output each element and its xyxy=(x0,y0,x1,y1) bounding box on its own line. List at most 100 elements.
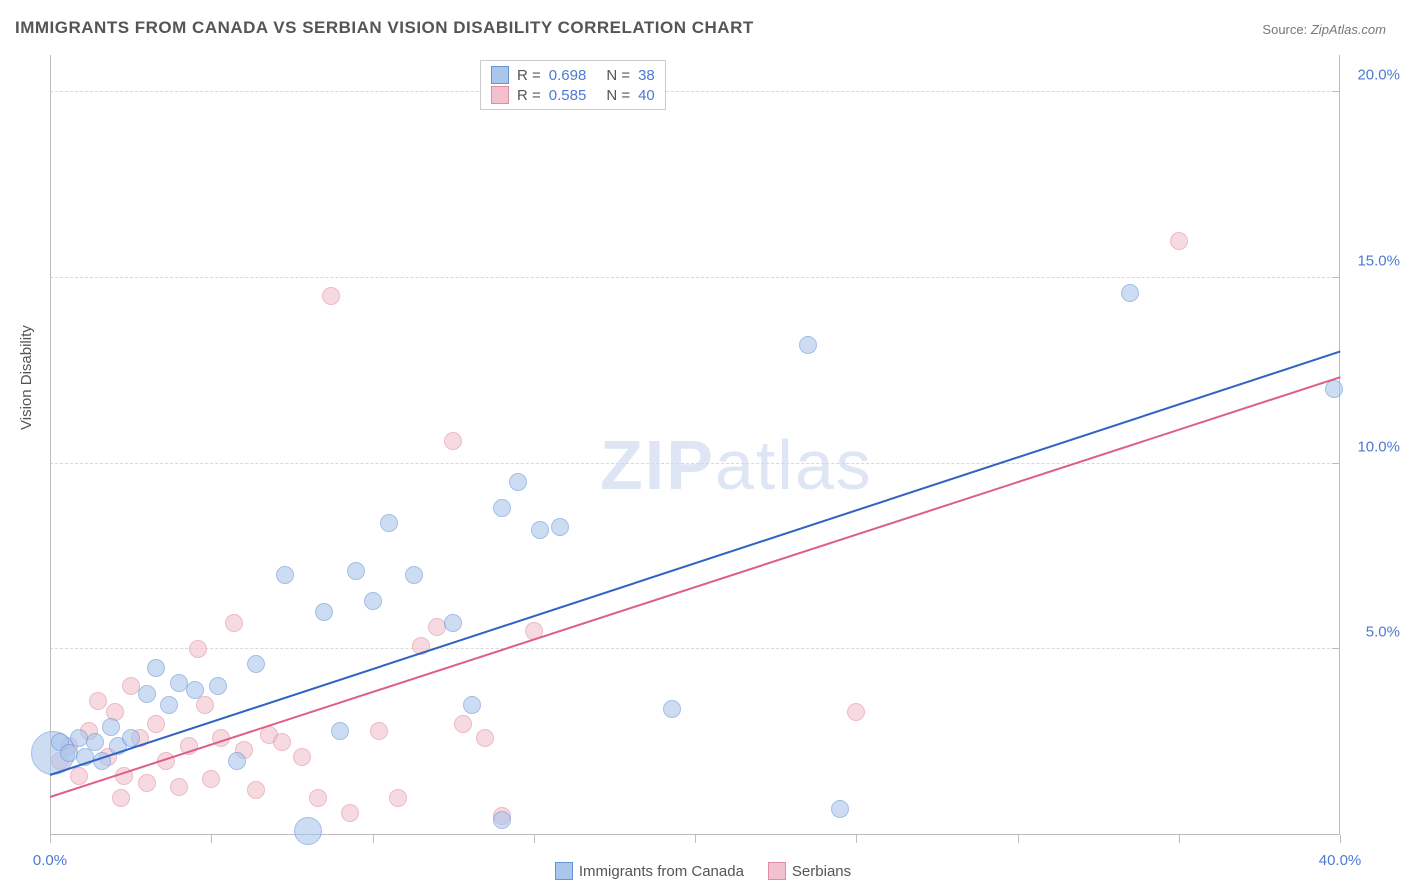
x-tick xyxy=(1179,835,1180,843)
trend-line xyxy=(50,350,1341,775)
data-point xyxy=(202,770,220,788)
data-point xyxy=(847,703,865,721)
legend-label: Serbians xyxy=(792,863,851,880)
data-point xyxy=(831,800,849,818)
legend-swatch xyxy=(768,862,786,880)
grid-line xyxy=(50,277,1340,278)
chart-title: IMMIGRANTS FROM CANADA VS SERBIAN VISION… xyxy=(15,18,754,38)
data-point xyxy=(531,521,549,539)
y-axis-label: Vision Disability xyxy=(18,325,35,430)
data-point xyxy=(370,722,388,740)
data-point xyxy=(186,681,204,699)
watermark: ZIPatlas xyxy=(600,425,873,505)
data-point xyxy=(322,287,340,305)
x-axis xyxy=(50,834,1340,835)
y-tick-label: 10.0% xyxy=(1357,438,1400,455)
data-point xyxy=(147,715,165,733)
data-point xyxy=(493,811,511,829)
data-point xyxy=(138,685,156,703)
legend-swatch xyxy=(555,862,573,880)
data-point xyxy=(663,700,681,718)
grid-line xyxy=(50,648,1340,649)
data-point xyxy=(463,696,481,714)
data-point xyxy=(799,336,817,354)
data-point xyxy=(89,692,107,710)
x-tick xyxy=(373,835,374,843)
data-point xyxy=(70,767,88,785)
y-tick-label: 20.0% xyxy=(1357,67,1400,84)
legend-r-label: R = xyxy=(517,67,541,84)
data-point xyxy=(247,781,265,799)
legend-n-value: 38 xyxy=(638,67,655,84)
legend-r-value: 0.698 xyxy=(549,67,587,84)
data-point xyxy=(315,603,333,621)
legend-n-value: 40 xyxy=(638,87,655,104)
x-tick xyxy=(534,835,535,843)
data-point xyxy=(476,729,494,747)
data-point xyxy=(341,804,359,822)
watermark-bold: ZIP xyxy=(600,426,715,504)
data-point xyxy=(273,733,291,751)
data-point xyxy=(247,655,265,673)
data-point xyxy=(102,718,120,736)
data-point xyxy=(1121,284,1139,302)
data-point xyxy=(509,473,527,491)
data-point xyxy=(551,518,569,536)
legend-n-label: N = xyxy=(606,67,630,84)
grid-line xyxy=(50,91,1340,92)
data-point xyxy=(86,733,104,751)
data-point xyxy=(331,722,349,740)
x-tick xyxy=(1340,835,1341,843)
data-point xyxy=(380,514,398,532)
legend-label: Immigrants from Canada xyxy=(579,863,744,880)
data-point xyxy=(138,774,156,792)
x-tick xyxy=(856,835,857,843)
correlation-legend: R = 0.698 N = 38 R = 0.585 N = 40 xyxy=(480,60,666,110)
source-attribution: Source: ZipAtlas.com xyxy=(1262,22,1386,37)
legend-n-label: N = xyxy=(606,87,630,104)
y-tick-label: 15.0% xyxy=(1357,252,1400,269)
data-point xyxy=(1170,232,1188,250)
data-point xyxy=(209,677,227,695)
data-point xyxy=(389,789,407,807)
legend-item: Serbians xyxy=(768,862,851,880)
data-point xyxy=(444,614,462,632)
legend-r-label: R = xyxy=(517,87,541,104)
data-point xyxy=(454,715,472,733)
data-point xyxy=(225,614,243,632)
data-point xyxy=(347,562,365,580)
data-point xyxy=(189,640,207,658)
grid-line xyxy=(50,463,1340,464)
watermark-light: atlas xyxy=(715,426,873,504)
plot-area: ZIPatlas 5.0%10.0%15.0%20.0%0.0%40.0% xyxy=(50,55,1340,835)
data-point xyxy=(276,566,294,584)
data-point xyxy=(405,566,423,584)
x-tick xyxy=(211,835,212,843)
legend-r-value: 0.585 xyxy=(549,87,587,104)
legend-row: R = 0.698 N = 38 xyxy=(491,65,655,85)
chart-container: IMMIGRANTS FROM CANADA VS SERBIAN VISION… xyxy=(0,0,1406,892)
data-point xyxy=(228,752,246,770)
data-point xyxy=(364,592,382,610)
legend-swatch xyxy=(491,86,509,104)
x-tick xyxy=(1018,835,1019,843)
legend-item: Immigrants from Canada xyxy=(555,862,744,880)
source-value: ZipAtlas.com xyxy=(1311,22,1386,37)
y-axis-right xyxy=(1339,55,1340,835)
y-tick-label: 5.0% xyxy=(1366,624,1400,641)
x-tick xyxy=(50,835,51,843)
source-label: Source: xyxy=(1262,22,1307,37)
data-point xyxy=(444,432,462,450)
data-point xyxy=(1325,380,1343,398)
trend-line xyxy=(50,376,1341,798)
series-legend: Immigrants from Canada Serbians xyxy=(0,862,1406,884)
x-tick xyxy=(695,835,696,843)
legend-row: R = 0.585 N = 40 xyxy=(491,85,655,105)
data-point xyxy=(112,789,130,807)
data-point xyxy=(147,659,165,677)
legend-swatch xyxy=(491,66,509,84)
data-point xyxy=(293,748,311,766)
data-point xyxy=(70,729,88,747)
y-axis xyxy=(50,55,51,835)
data-point xyxy=(309,789,327,807)
